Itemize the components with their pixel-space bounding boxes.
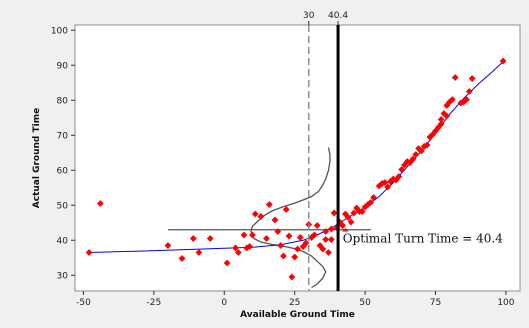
data-point (280, 252, 287, 260)
density-curve-group (250, 147, 331, 289)
data-point (344, 214, 352, 221)
data-point (282, 206, 290, 213)
data-point (327, 236, 335, 243)
data-point (313, 222, 321, 229)
x-tick-label: 100 (497, 298, 514, 308)
data-point (223, 259, 231, 267)
data-point (339, 222, 346, 229)
data-point (412, 151, 420, 158)
data-point (178, 255, 186, 262)
x-tick-label: -50 (76, 298, 91, 308)
data-point (330, 209, 338, 217)
data-point (395, 173, 403, 180)
x-tick-label: 0 (221, 298, 227, 308)
data-point (322, 228, 330, 235)
data-point (409, 155, 417, 163)
x-tick-label: 50 (359, 298, 371, 308)
data-point (398, 166, 406, 173)
data-point (325, 249, 332, 256)
x-axis-title: Available Ground Time (240, 310, 355, 320)
reference-line-label: 40.4 (328, 11, 348, 21)
data-point (437, 120, 445, 128)
y-tick-label: 40 (57, 236, 69, 246)
y-axis-title: Actual Ground Time (32, 108, 42, 208)
data-point (96, 200, 104, 207)
data-point (189, 235, 197, 242)
data-point (463, 96, 470, 103)
y-tick-label: 80 (57, 96, 69, 106)
data-point (443, 112, 451, 120)
data-point (296, 234, 304, 241)
data-point (249, 231, 256, 239)
y-tick-label: 100 (51, 26, 68, 36)
density-curve (250, 147, 331, 289)
data-point (232, 244, 239, 252)
data-point (437, 116, 445, 123)
data-point (294, 245, 301, 253)
x-tick-label: 75 (430, 298, 441, 308)
reference-lines-group: 30 40.4 (303, 11, 348, 291)
data-point (457, 99, 465, 107)
data-point (358, 208, 366, 215)
data-point (285, 232, 293, 240)
data-point (206, 235, 214, 242)
data-point (449, 96, 456, 103)
data-point (257, 213, 265, 220)
y-tick-label: 90 (57, 61, 69, 71)
data-point (240, 231, 248, 239)
data-point (347, 218, 355, 226)
data-point (440, 110, 448, 117)
data-point (381, 179, 389, 186)
data-point (234, 249, 242, 256)
data-point (288, 273, 296, 281)
data-point (353, 204, 361, 212)
data-point (277, 242, 285, 249)
data-point (384, 183, 392, 191)
data-point (370, 194, 377, 201)
data-point (418, 147, 425, 155)
data-point (164, 242, 172, 249)
data-point (426, 133, 434, 141)
data-point (263, 235, 270, 242)
data-point (465, 88, 473, 95)
y-tick-label: 50 (57, 201, 69, 211)
annotation-background (340, 231, 465, 247)
annotation-group: Optimal Turn Time = 40.4 (340, 231, 503, 247)
data-point (319, 245, 327, 253)
y-tick-label: 60 (57, 166, 69, 176)
data-point (251, 210, 259, 218)
data-point (443, 102, 451, 109)
data-point (302, 239, 310, 247)
reference-line-label: 30 (303, 11, 315, 21)
y-tick-label: 70 (57, 131, 69, 141)
data-point (350, 209, 358, 217)
x-tick-label: -25 (147, 298, 162, 308)
data-points-group (85, 57, 507, 281)
data-point (327, 225, 335, 233)
annotation-text: Optimal Turn Time = 40.4 (343, 232, 503, 246)
data-point (246, 243, 254, 250)
axes-group: -50 -25 0 25 50 75 100 30 40 50 60 70 80 90 100 (51, 26, 515, 308)
data-point (429, 131, 437, 138)
data-point (271, 216, 279, 224)
data-point (451, 74, 459, 81)
data-point (367, 199, 375, 206)
data-point (423, 141, 431, 149)
x-tick-label: 25 (289, 298, 300, 308)
data-point (195, 249, 203, 256)
data-point (308, 234, 315, 241)
y-tick-label: 30 (57, 271, 69, 281)
data-point (322, 236, 330, 243)
data-point (310, 231, 318, 239)
data-point (85, 249, 93, 256)
data-point (468, 75, 476, 82)
data-point (265, 201, 273, 208)
data-point (291, 253, 299, 261)
data-point (274, 228, 282, 235)
data-point (499, 57, 507, 65)
